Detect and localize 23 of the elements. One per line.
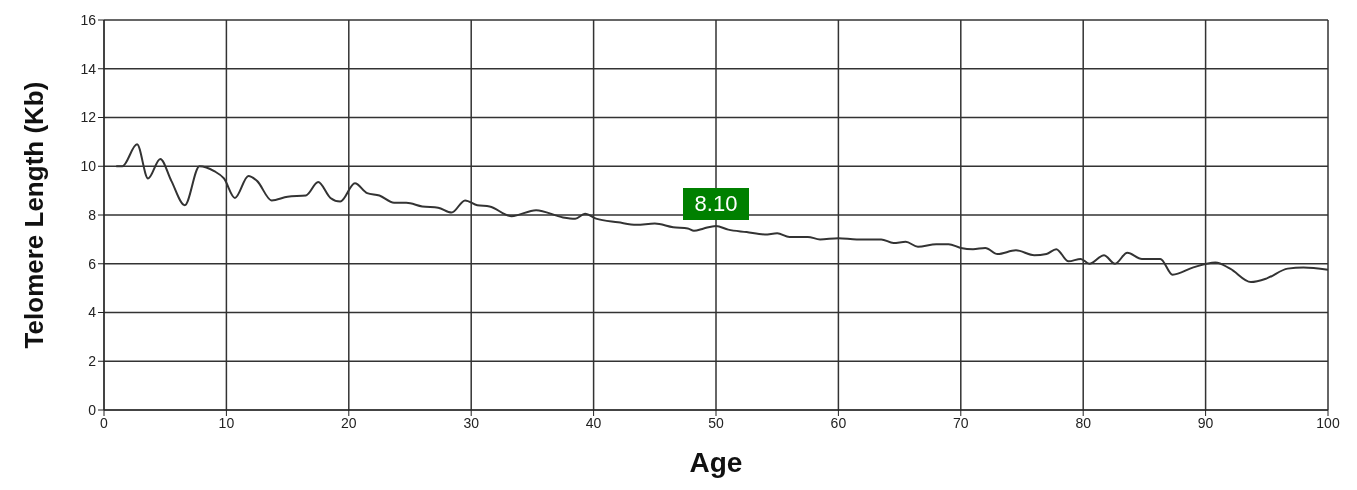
x-tick-label: 40 xyxy=(585,414,602,431)
y-tick-label: 14 xyxy=(80,60,97,77)
x-tick-label: 80 xyxy=(1075,414,1092,431)
y-tick-label: 6 xyxy=(88,255,97,272)
x-tick-label: 90 xyxy=(1197,414,1214,431)
y-tick-label: 2 xyxy=(88,353,97,370)
x-tick-label: 20 xyxy=(341,414,357,431)
y-tick-label: 4 xyxy=(88,304,97,321)
x-tick-label: 100 xyxy=(1316,414,1340,431)
x-axis-title: Age xyxy=(689,447,743,478)
x-tick-label: 60 xyxy=(830,414,847,431)
annotation: 8.10 xyxy=(683,188,749,220)
x-tick-label: 70 xyxy=(953,414,969,431)
y-tick-label: 10 xyxy=(80,158,97,175)
x-tick-label: 30 xyxy=(463,414,480,431)
x-tick-label: 0 xyxy=(100,414,109,431)
y-tick-label: 8 xyxy=(88,206,97,223)
x-tick-label: 50 xyxy=(708,414,724,431)
y-tick-label: 16 xyxy=(80,11,97,28)
y-axis-title: Telomere Length (Kb) xyxy=(19,81,50,349)
y-tick-label: 12 xyxy=(80,109,97,126)
y-tick-label: 0 xyxy=(88,401,97,418)
x-tick-label: 10 xyxy=(218,414,235,431)
